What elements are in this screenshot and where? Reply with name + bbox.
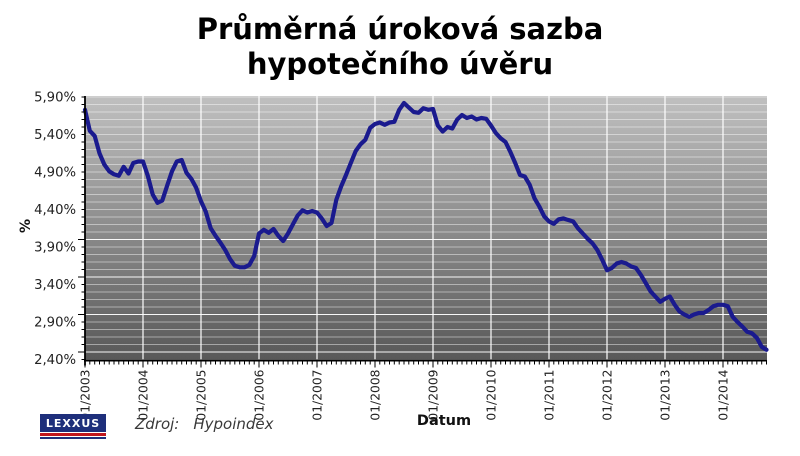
x-tick-label: 01/2011 <box>543 370 557 421</box>
plot-background <box>85 96 767 361</box>
y-tick-label: 5,40% <box>34 128 76 143</box>
y-tick-label: 5,90% <box>34 91 76 106</box>
y-tick-label: 3,40% <box>34 278 76 293</box>
source-value: Hypoindex <box>193 415 274 433</box>
source-label: Zdroj: <box>135 415 180 433</box>
axes <box>84 96 767 366</box>
y-tick-label: 2,40% <box>34 353 76 368</box>
chart-title-line1: Průměrná úroková sazba <box>196 12 604 46</box>
rate-line <box>82 100 769 352</box>
y-tick-label: 2,90% <box>34 316 76 331</box>
x-tick-label: 01/2003 <box>79 370 93 421</box>
x-tick-label: 01/2009 <box>427 370 441 421</box>
x-tick-label: 01/2006 <box>253 369 267 420</box>
lexxus-logo-blue-stripe <box>40 437 106 439</box>
y-tick-label: 3,90% <box>34 241 76 256</box>
horizontal-gridlines <box>85 96 767 360</box>
source-note: Zdroj: Hypoindex <box>135 415 274 433</box>
x-tick-label: 01/2010 <box>485 370 499 421</box>
chart-title-line2: hypotečního úvěru <box>246 47 554 81</box>
y-tick-labels: 5,90% 5,40% 4,90% 4,40% 3,90% 3,40% 2,90% 2,40% <box>34 91 76 369</box>
x-tick-labels: 01/2003 01/2004 01/2005 01/2006 01/2007 01/20… <box>79 369 731 420</box>
x-tick-label: 01/2013 <box>659 370 673 421</box>
lexxus-logo-red-stripe <box>40 433 106 436</box>
lexxus-logo-text: LEXXUS <box>40 414 106 432</box>
vertical-gridlines <box>142 96 724 360</box>
x-tick-label: 01/2012 <box>601 370 615 421</box>
chart-title: Průměrná úroková sazba hypotečního úvěru <box>0 12 800 82</box>
x-tick-label: 01/2004 <box>137 369 151 420</box>
x-tick-label: 01/2014 <box>717 369 731 420</box>
y-axis-title: % <box>18 218 34 234</box>
x-tick-label: 01/2008 <box>369 370 383 421</box>
y-tick-label: 4,90% <box>34 166 76 181</box>
x-tick-label: 01/2005 <box>195 370 209 421</box>
x-axis-title: Datum <box>416 413 472 429</box>
x-tick-label: 01/2007 <box>311 370 325 421</box>
lexxus-logo: LEXXUS <box>40 414 106 439</box>
y-tick-label: 4,40% <box>34 203 76 218</box>
y-axis-ticks <box>78 96 85 360</box>
x-axis-ticks <box>84 360 767 368</box>
